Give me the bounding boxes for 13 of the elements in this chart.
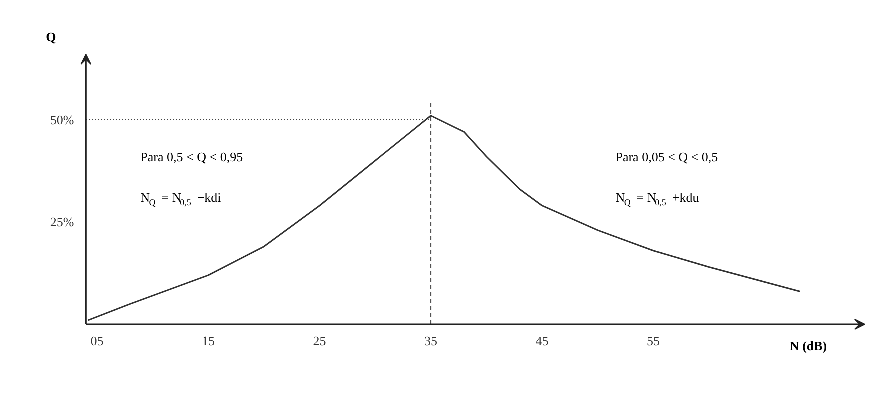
x-axis-title: N (dB): [790, 338, 828, 354]
x-tick-label: 45: [536, 334, 549, 348]
annotation: Para 0,5 < Q < 0,95: [140, 150, 244, 165]
annotation: Para 0,05 < Q < 0,5: [616, 150, 718, 165]
x-tick-label: 35: [424, 334, 438, 348]
y-axis-title: Q: [46, 30, 56, 44]
x-tick-label: 55: [647, 334, 660, 348]
x-tick-label: 25: [313, 334, 326, 348]
line-series: [88, 115, 802, 322]
y-tick-label: 50%: [50, 112, 74, 128]
x-tick-label: 15: [202, 334, 216, 348]
y-tick-label: 25%: [50, 214, 74, 230]
x-tick-label: 05: [90, 334, 104, 348]
